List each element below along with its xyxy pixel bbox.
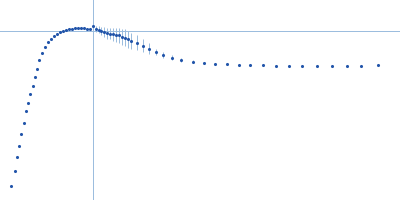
Point bbox=[14, 156, 20, 159]
Point bbox=[20, 121, 27, 124]
Point bbox=[32, 76, 38, 79]
Point bbox=[48, 37, 54, 40]
Point bbox=[110, 33, 116, 36]
Point bbox=[299, 64, 306, 67]
Point bbox=[189, 60, 196, 63]
Point bbox=[286, 64, 292, 67]
Point bbox=[104, 32, 111, 35]
Point bbox=[125, 38, 131, 41]
Point bbox=[86, 28, 93, 31]
Point bbox=[260, 64, 266, 67]
Point bbox=[235, 63, 242, 66]
Point bbox=[160, 53, 166, 56]
Point bbox=[45, 41, 51, 44]
Point bbox=[25, 101, 31, 104]
Point bbox=[140, 44, 146, 47]
Point bbox=[36, 58, 42, 62]
Point bbox=[66, 27, 72, 30]
Point bbox=[72, 27, 78, 30]
Point bbox=[78, 26, 84, 30]
Point bbox=[80, 27, 87, 30]
Point bbox=[113, 33, 120, 36]
Point bbox=[101, 30, 108, 34]
Point bbox=[34, 67, 40, 70]
Point bbox=[134, 41, 140, 44]
Point bbox=[272, 64, 279, 67]
Point bbox=[27, 93, 34, 96]
Point bbox=[116, 34, 122, 37]
Point bbox=[69, 27, 75, 30]
Point bbox=[146, 47, 152, 50]
Point bbox=[57, 30, 63, 34]
Point bbox=[18, 133, 25, 136]
Point bbox=[122, 36, 128, 39]
Point bbox=[224, 63, 230, 66]
Point bbox=[119, 35, 126, 38]
Point bbox=[8, 184, 14, 187]
Point bbox=[212, 62, 218, 65]
Point bbox=[344, 64, 350, 68]
Point bbox=[92, 28, 99, 31]
Point bbox=[95, 28, 102, 31]
Point bbox=[152, 50, 159, 54]
Point bbox=[128, 39, 134, 42]
Point bbox=[84, 27, 90, 30]
Point bbox=[23, 110, 29, 113]
Point bbox=[51, 34, 57, 37]
Point bbox=[39, 51, 46, 54]
Point bbox=[16, 144, 22, 147]
Point bbox=[89, 25, 96, 28]
Point bbox=[63, 28, 69, 31]
Point bbox=[60, 29, 66, 32]
Point bbox=[200, 61, 207, 64]
Point bbox=[358, 65, 365, 68]
Point bbox=[374, 64, 381, 67]
Point bbox=[247, 64, 254, 67]
Point bbox=[314, 64, 320, 68]
Point bbox=[107, 32, 114, 35]
Point bbox=[329, 64, 335, 68]
Point bbox=[42, 46, 48, 49]
Point bbox=[54, 32, 60, 35]
Point bbox=[169, 56, 175, 59]
Point bbox=[74, 26, 81, 30]
Point bbox=[178, 58, 185, 62]
Point bbox=[12, 170, 18, 173]
Point bbox=[98, 29, 105, 32]
Point bbox=[29, 84, 36, 87]
